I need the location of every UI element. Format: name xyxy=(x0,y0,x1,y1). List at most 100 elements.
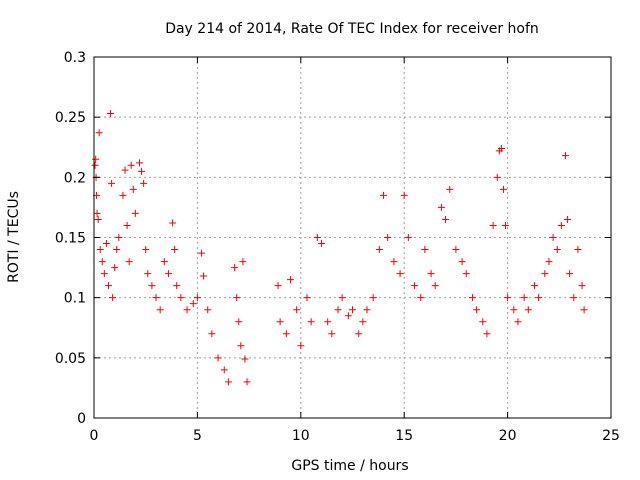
data-point xyxy=(570,294,578,302)
data-point xyxy=(171,246,179,254)
data-point xyxy=(313,234,321,241)
data-point xyxy=(431,282,439,290)
data-point xyxy=(396,270,404,278)
data-point xyxy=(282,330,290,338)
data-point xyxy=(499,185,507,193)
data-point xyxy=(231,264,239,272)
data-point xyxy=(578,282,586,290)
data-point xyxy=(148,282,156,290)
x-axis-label: GPS time / hours xyxy=(291,458,408,474)
data-point xyxy=(446,185,454,193)
data-point xyxy=(338,294,346,302)
data-point xyxy=(317,240,325,248)
data-point xyxy=(514,318,522,326)
data-point xyxy=(119,191,127,199)
data-point xyxy=(104,282,112,290)
data-point xyxy=(173,282,181,290)
data-point xyxy=(239,258,247,266)
data-point xyxy=(452,246,460,254)
data-point xyxy=(473,306,481,314)
data-point xyxy=(510,306,518,314)
data-point xyxy=(102,240,110,248)
data-point xyxy=(164,270,172,278)
data-point xyxy=(334,306,342,314)
y-tick-label: 0 xyxy=(77,411,86,427)
data-point xyxy=(198,249,206,257)
data-point xyxy=(193,294,201,302)
data-point xyxy=(96,246,104,254)
data-point xyxy=(125,258,133,266)
data-point xyxy=(129,185,137,193)
data-point xyxy=(152,294,160,302)
data-point xyxy=(115,234,123,241)
x-tick-label: 0 xyxy=(90,428,99,444)
data-point xyxy=(359,318,367,326)
data-point xyxy=(580,306,588,314)
data-point xyxy=(235,318,243,326)
x-tick-label: 20 xyxy=(499,428,517,444)
data-point xyxy=(553,246,561,254)
data-point xyxy=(489,221,497,229)
data-point xyxy=(142,246,150,254)
data-point xyxy=(293,306,301,314)
data-point xyxy=(303,294,311,302)
data-point xyxy=(274,282,282,290)
data-point xyxy=(156,306,164,314)
data-point xyxy=(100,270,108,278)
data-point xyxy=(549,234,557,241)
data-point xyxy=(363,306,371,314)
y-tick-label: 0.05 xyxy=(55,351,86,367)
data-point xyxy=(497,144,505,152)
data-point xyxy=(160,258,168,266)
data-point xyxy=(144,270,152,278)
data-point xyxy=(493,173,501,181)
data-point xyxy=(574,246,582,254)
data-point xyxy=(220,366,228,374)
data-point xyxy=(369,294,377,302)
data-point xyxy=(427,270,435,278)
plot-frame xyxy=(93,56,612,419)
data-point xyxy=(94,215,102,223)
data-point xyxy=(297,342,305,350)
data-point xyxy=(564,215,572,223)
grid-lines xyxy=(94,57,611,418)
data-point xyxy=(140,179,148,187)
data-point xyxy=(390,258,398,266)
data-point xyxy=(504,294,512,302)
data-point xyxy=(380,191,388,199)
data-point xyxy=(384,234,392,241)
data-point xyxy=(241,355,249,363)
y-tick-label: 0.25 xyxy=(55,110,86,126)
axis-ticks xyxy=(93,56,612,419)
data-point xyxy=(535,294,543,302)
data-point xyxy=(224,378,232,386)
data-point xyxy=(243,378,251,386)
data-point xyxy=(541,270,549,278)
data-point xyxy=(404,234,412,241)
y-tick-label: 0.3 xyxy=(64,50,86,66)
data-points xyxy=(91,110,588,386)
data-point xyxy=(107,110,115,118)
data-point xyxy=(545,258,553,266)
data-point xyxy=(204,306,212,314)
y-tick-label: 0.15 xyxy=(55,231,86,247)
x-tick-label: 25 xyxy=(602,428,620,444)
data-point xyxy=(98,258,106,266)
data-point xyxy=(131,209,139,217)
data-point xyxy=(375,246,383,254)
data-point xyxy=(113,246,121,254)
data-point xyxy=(355,330,363,338)
data-point xyxy=(349,306,356,314)
y-tick-label: 0.1 xyxy=(64,291,86,307)
data-point xyxy=(200,272,208,280)
data-point xyxy=(177,294,185,302)
data-point xyxy=(189,300,197,308)
data-point xyxy=(93,209,101,217)
y-axis-label: ROTI / TECUs xyxy=(6,191,22,283)
data-point xyxy=(91,161,99,169)
data-point xyxy=(138,167,146,175)
data-point xyxy=(530,282,538,290)
data-point xyxy=(233,294,241,302)
data-point xyxy=(111,264,119,272)
